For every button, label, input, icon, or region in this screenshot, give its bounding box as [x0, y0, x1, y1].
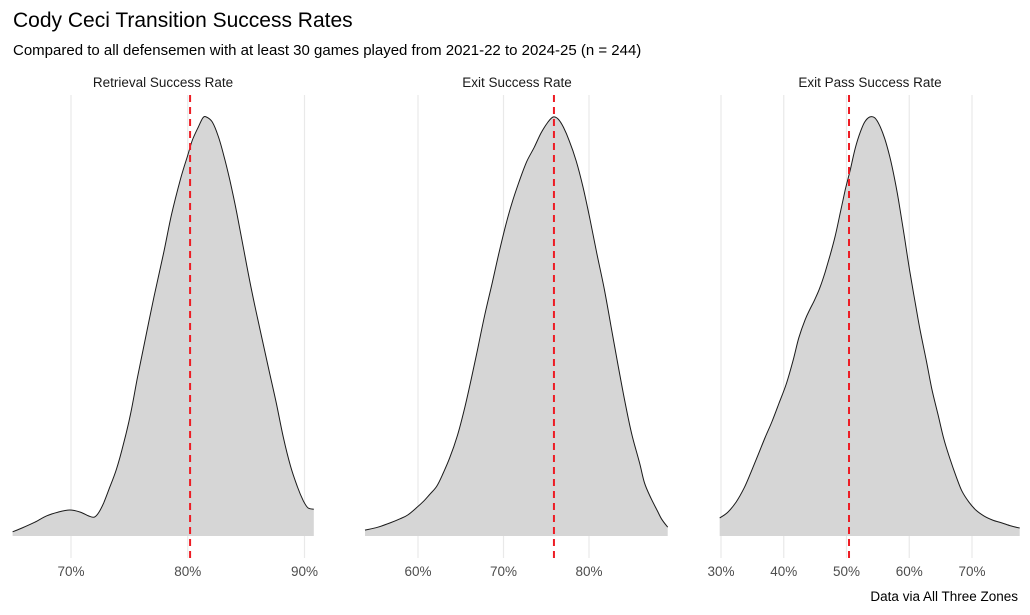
density-outline	[719, 116, 1020, 529]
density-outline	[12, 116, 314, 533]
axis-tick-label: 30%	[707, 564, 734, 579]
density-area	[12, 116, 314, 536]
axis-tick-label: 80%	[174, 564, 201, 579]
page-title: Cody Ceci Transition Success Rates	[13, 9, 353, 32]
axis-tick-label: 80%	[575, 564, 602, 579]
axis-tick-label: 70%	[490, 564, 517, 579]
axis-tick-label: 60%	[896, 564, 923, 579]
axis-tick-label: 90%	[291, 564, 318, 579]
axis-tick-label: 70%	[958, 564, 985, 579]
axis-tick-label: 40%	[770, 564, 797, 579]
panel-title-exit: Exit Success Rate	[462, 75, 572, 90]
axis-tick-label: 60%	[404, 564, 431, 579]
axis-tick-label: 50%	[833, 564, 860, 579]
density-outline	[364, 116, 669, 531]
axis-tick-label: 70%	[57, 564, 84, 579]
data-source-caption: Data via All Three Zones	[870, 589, 1018, 604]
density-area	[719, 116, 1020, 537]
panel-title-exit-pass: Exit Pass Success Rate	[798, 75, 942, 90]
density-area	[365, 116, 668, 537]
panel-title-retrieval: Retrieval Success Rate	[92, 75, 234, 90]
page-subtitle: Compared to all defensemen with at least…	[13, 42, 642, 59]
